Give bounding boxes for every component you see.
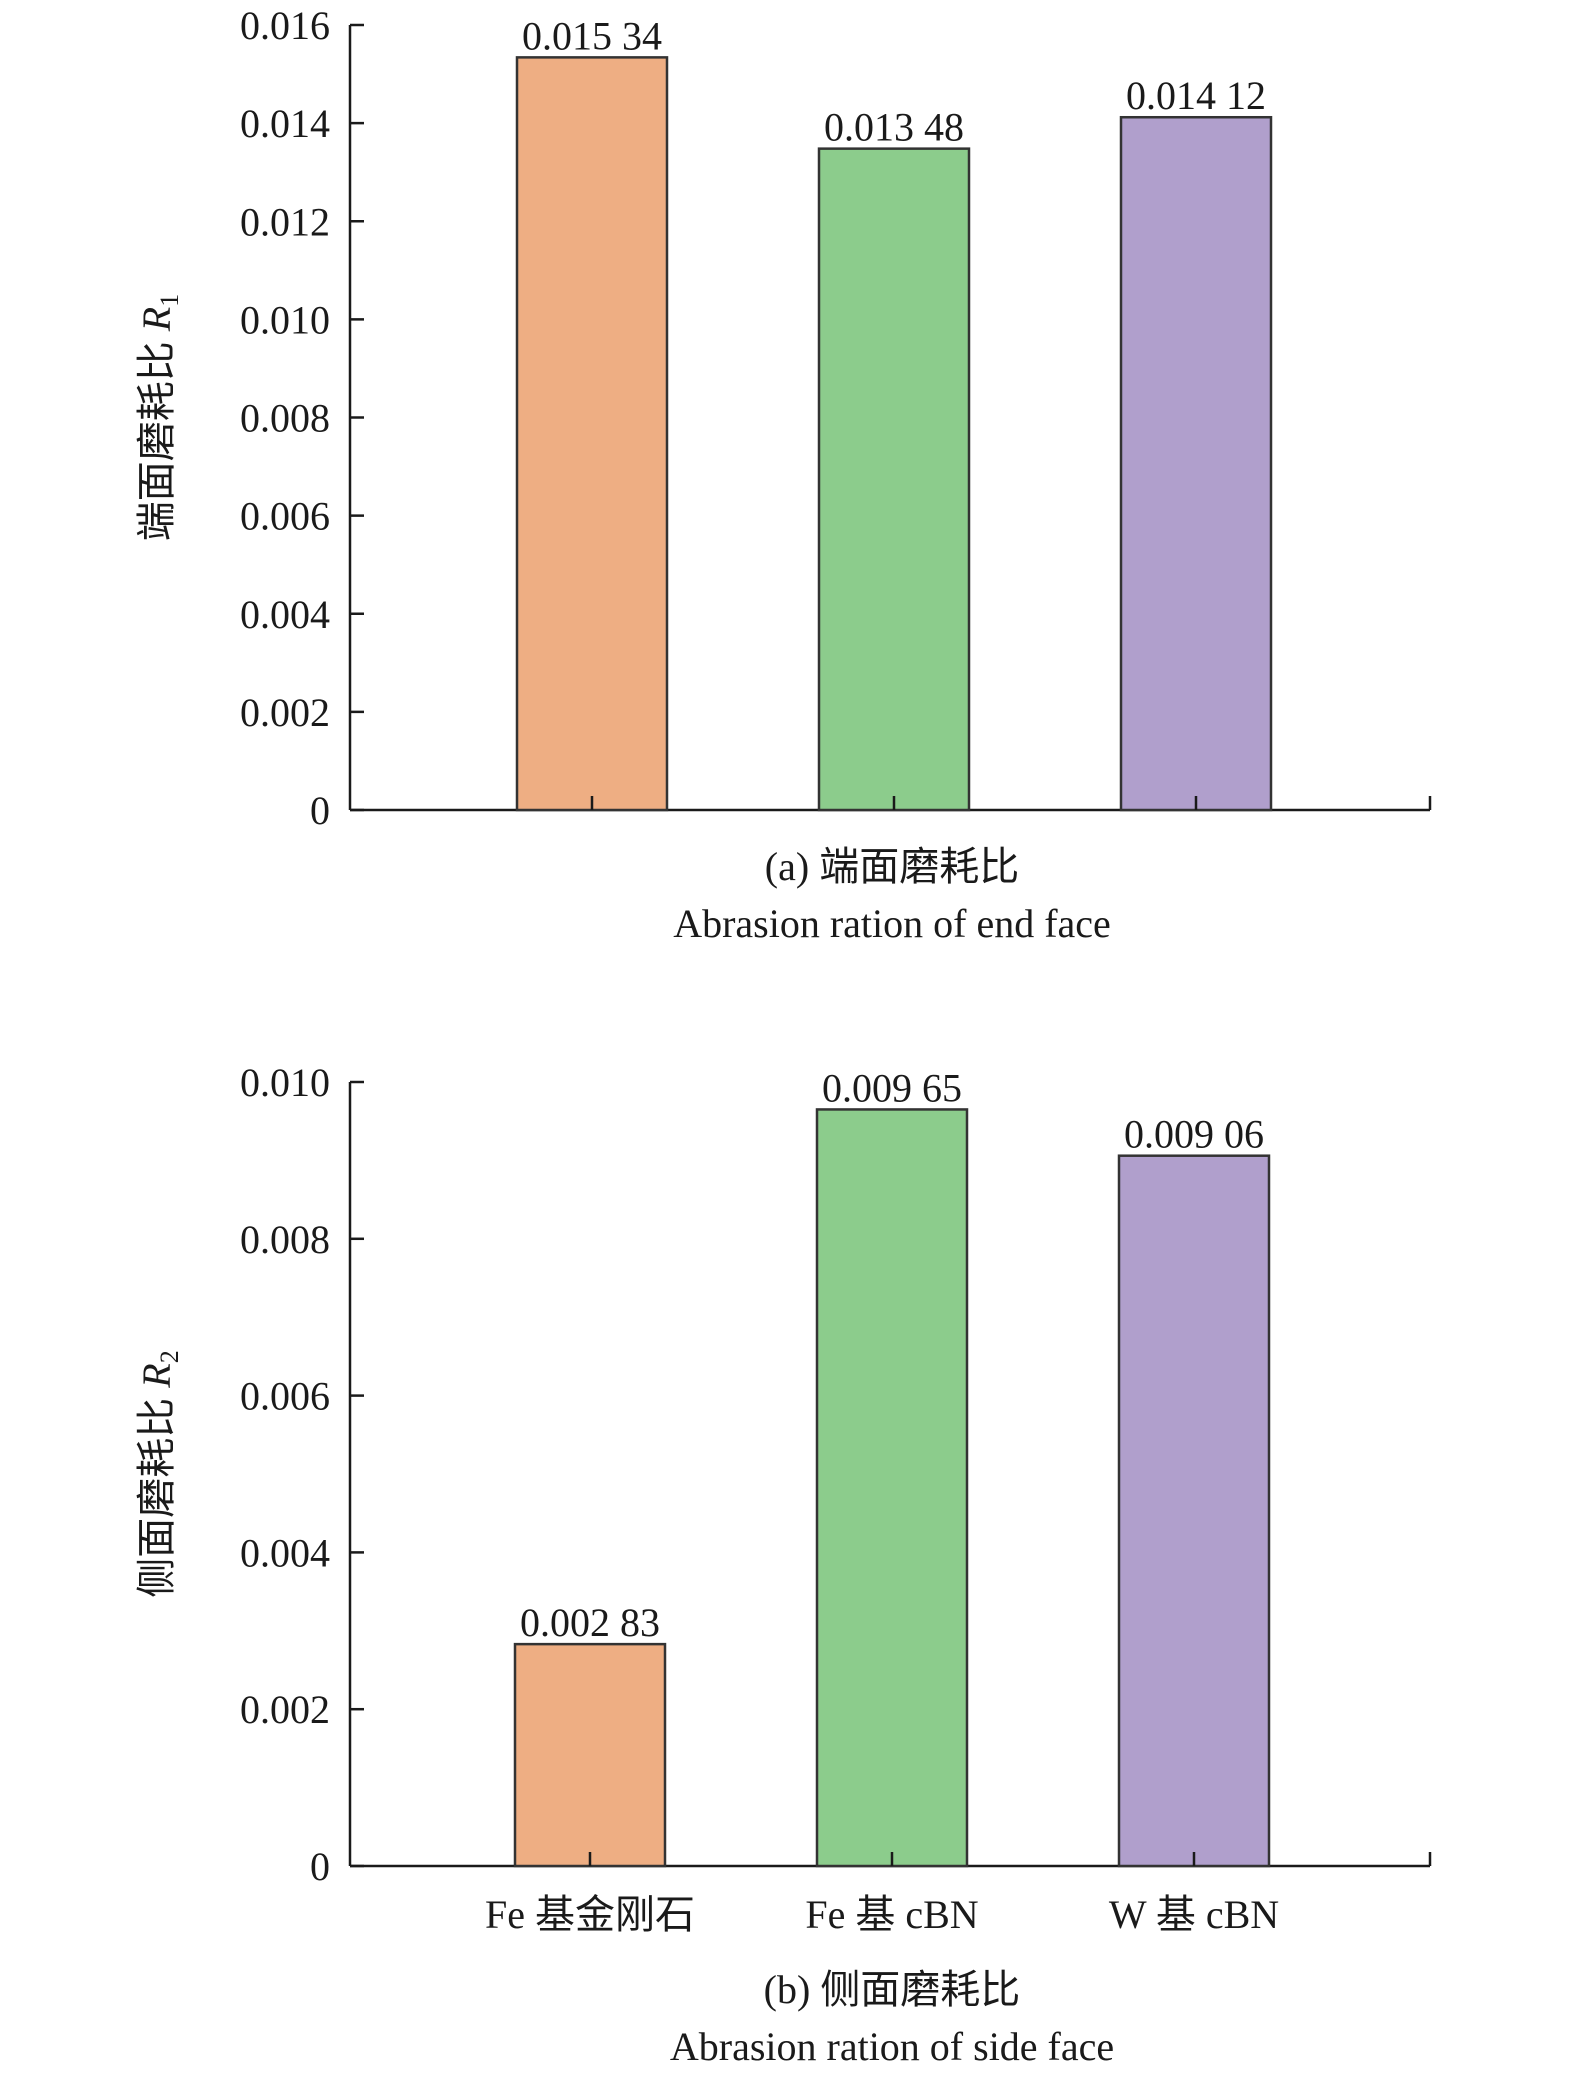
bar [1119, 115, 1273, 812]
bar [1117, 1154, 1271, 1868]
y-axis-title-text: 端面磨耗比 [134, 331, 179, 541]
y-tick-label: 0.004 [240, 592, 330, 637]
data-label: 0.009 65 [822, 1065, 962, 1110]
y-tick-label: 0.014 [240, 101, 330, 146]
data-label: 0.009 06 [1124, 1112, 1264, 1157]
chart-panel-b: 0 0.002 0.004 0.006 0.008 0.010 0.002 83 Fe 基金刚… [134, 1060, 1432, 2069]
caption-line-2: Abrasion ration of side face [670, 2024, 1114, 2069]
bar [815, 1108, 969, 1868]
y-tick-label: 0 [310, 788, 330, 833]
data-label: 0.002 83 [520, 1600, 660, 1645]
y-tick-label: 0.016 [240, 3, 330, 48]
bar [817, 147, 971, 812]
y-tick-label: 0.004 [240, 1530, 330, 1575]
y-tick-label: 0.010 [240, 1060, 330, 1105]
x-tick-label: Fe 基金刚石 [485, 1892, 695, 1937]
y-tick-label: 0.008 [240, 396, 330, 441]
data-label: 0.015 34 [522, 13, 662, 58]
y-axis-title-subscript: 1 [155, 294, 184, 307]
bar [513, 1642, 667, 1868]
y-axis-title-symbol: R [134, 307, 179, 332]
x-tick-label: Fe 基 cBN [805, 1892, 978, 1937]
y-tick-label: 0.002 [240, 690, 330, 735]
y-axis-title-symbol: R [134, 1363, 179, 1388]
caption-line-1: (a) 端面磨耗比 [765, 844, 1019, 889]
y-axis-title-subscript: 2 [155, 1350, 184, 1363]
y-tick-label: 0.012 [240, 199, 330, 244]
y-axis-title-text: 侧面磨耗比 [134, 1388, 179, 1598]
y-axis-title: 端面磨耗比 R1 [134, 294, 184, 541]
caption-line-2: Abrasion ration of end face [673, 901, 1111, 946]
y-tick-label: 0.010 [240, 297, 330, 342]
data-label: 0.013 48 [824, 105, 964, 150]
y-tick-label: 0.006 [240, 494, 330, 539]
bar [515, 56, 669, 812]
x-tick-label: W 基 cBN [1109, 1892, 1279, 1937]
y-axis-title: 侧面磨耗比 R2 [134, 1350, 184, 1597]
data-label: 0.014 12 [1126, 73, 1266, 118]
y-tick-label: 0.006 [240, 1374, 330, 1419]
caption-line-1: (b) 侧面磨耗比 [764, 1967, 1021, 2012]
y-tick-label: 0 [310, 1844, 330, 1889]
y-tick-label: 0.002 [240, 1687, 330, 1732]
chart-panel-a: 0 0.002 0.004 0.006 0.008 0.010 0.012 0.014 0.01… [134, 3, 1432, 946]
y-tick-label: 0.008 [240, 1217, 330, 1262]
